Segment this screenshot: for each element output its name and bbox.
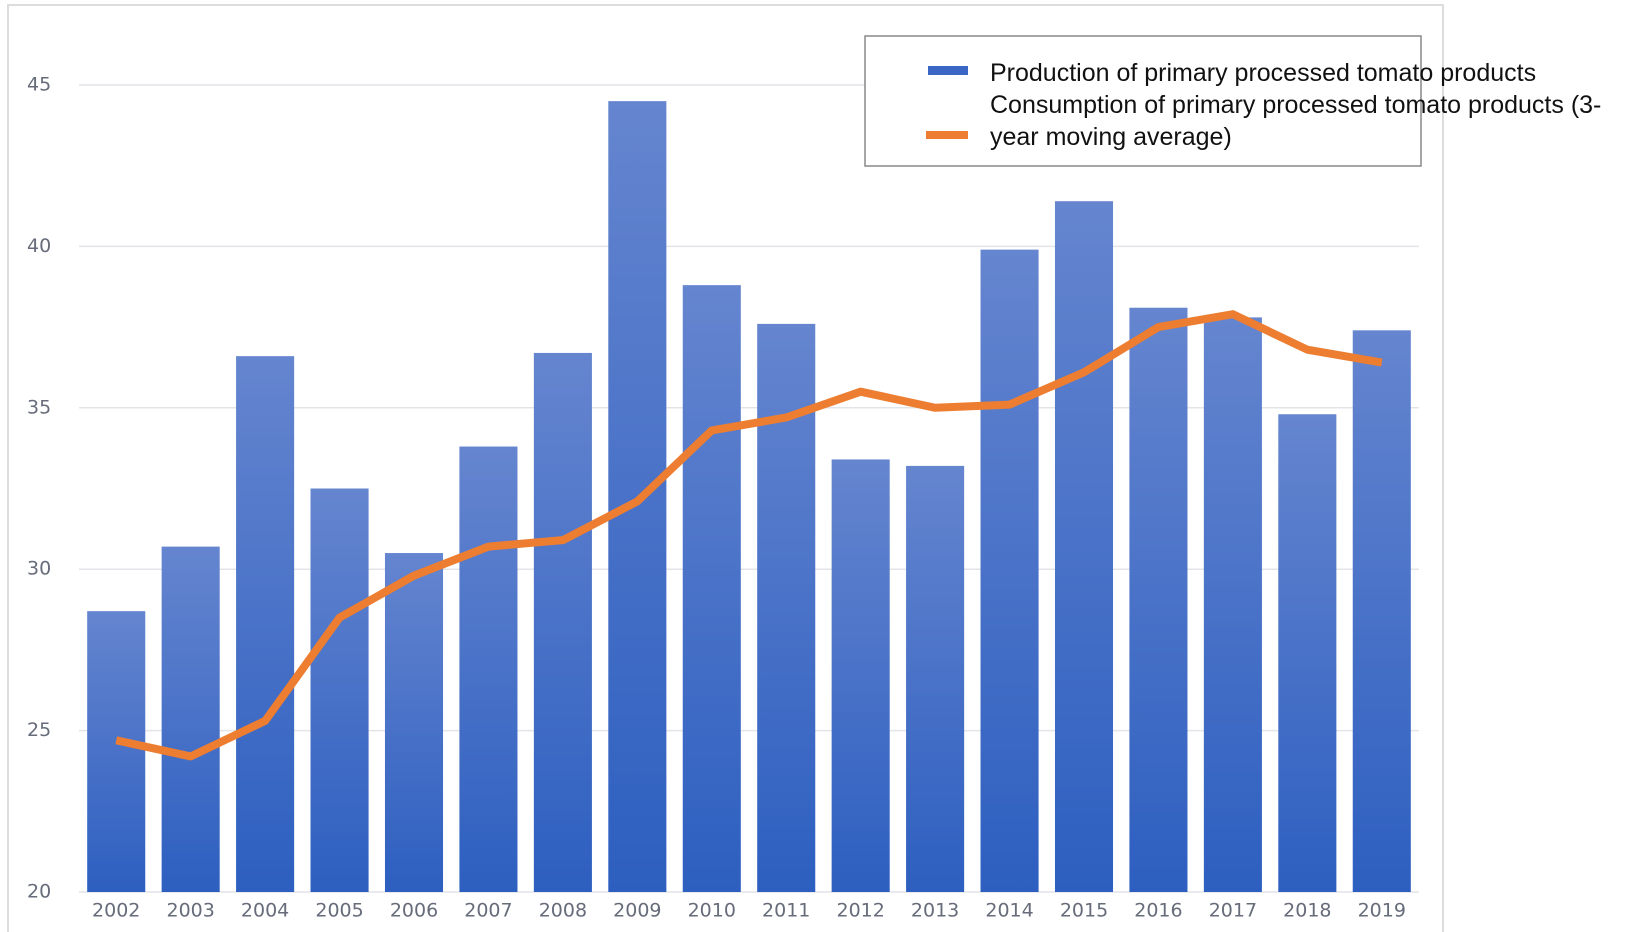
bar [1129,307,1188,892]
legend-swatch [928,66,968,75]
bar [161,546,220,892]
x-tick-label: 2011 [762,900,810,922]
x-tick-label: 2008 [539,900,587,922]
legend-label: Consumption of primary processed tomato … [990,91,1602,151]
bar [831,459,890,892]
x-tick-label: 2009 [613,900,661,922]
y-tick-label: 25 [27,719,51,741]
x-tick-label: 2007 [464,900,512,922]
chart-frame [7,4,1444,932]
bar [906,465,965,892]
legend-box [864,35,1422,167]
bar [1203,317,1262,892]
line [115,310,1383,761]
bar [682,285,741,892]
x-tick-label: 2019 [1358,900,1406,922]
y-tick-label: 45 [27,74,51,96]
x-tick-label: 2010 [688,900,736,922]
x-tick-label: 2015 [1060,900,1108,922]
x-tick-label: 2003 [166,900,214,922]
x-tick-label: 2002 [92,900,140,922]
bar [310,488,369,892]
x-tick-label: 2017 [1209,900,1257,922]
y-tick-label: 40 [27,235,51,257]
bar [87,611,146,892]
x-tick-label: 2004 [241,900,289,922]
bar [236,356,295,893]
y-tick-label: 30 [27,558,51,580]
x-tick-label: 2018 [1283,900,1331,922]
x-tick-label: 2014 [985,900,1033,922]
bar [384,553,444,892]
x-tick-label: 2016 [1134,900,1182,922]
bar [459,446,518,892]
bar [980,249,1039,893]
x-tick-label: 2006 [390,900,438,922]
y-tick-label: 20 [27,881,51,903]
bar [1352,330,1411,892]
bar [1278,414,1337,892]
bar [533,352,592,892]
x-tick-label: 2013 [911,900,959,922]
bar [1054,201,1114,892]
x-tick-label: 2012 [836,900,884,922]
x-tick-label: 2005 [315,900,363,922]
y-tick-label: 35 [27,396,51,418]
legend-label: Production of primary processed tomato p… [990,59,1537,87]
